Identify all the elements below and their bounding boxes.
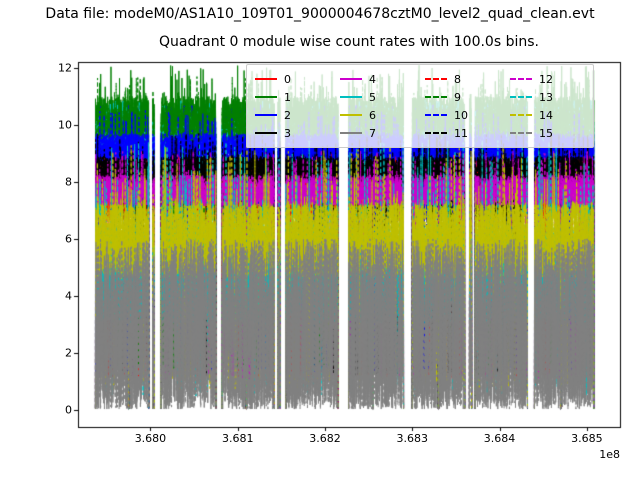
legend-entry-12: 12 [510, 70, 585, 88]
legend-entry-label: 11 [454, 126, 468, 140]
chart-title: Quadrant 0 module wise count rates with … [159, 34, 539, 50]
legend-entry-1: 1 [255, 88, 330, 106]
legend-entry-10: 10 [425, 106, 500, 124]
legend-entry-11: 11 [425, 124, 500, 142]
figure-suptitle: Data file: modeM0/AS1A10_109T01_90000046… [45, 6, 595, 22]
legend-entry-label: 7 [369, 126, 376, 140]
y-tick-label: 12 [58, 61, 72, 75]
legend-line-sample [340, 96, 362, 98]
legend-entry-3: 3 [255, 124, 330, 142]
legend-entry-label: 15 [539, 126, 553, 140]
x-tick-label: 3.684 [483, 432, 516, 445]
legend-line-sample [425, 114, 447, 116]
legend-entry-label: 12 [539, 72, 553, 86]
legend-line-sample [425, 78, 447, 80]
x-tick-label: 3.682 [309, 432, 341, 445]
legend-entry-label: 8 [454, 72, 461, 86]
legend-entry-13: 13 [510, 88, 585, 106]
legend-entry-15: 15 [510, 124, 585, 142]
legend-entry-7: 7 [340, 124, 415, 142]
legend-line-sample [255, 78, 277, 80]
y-tick-label: 0 [65, 403, 72, 417]
y-tick-label: 6 [65, 232, 72, 246]
legend-entry-0: 0 [255, 70, 330, 88]
legend-entry-9: 9 [425, 88, 500, 106]
y-tick-label: 8 [65, 175, 72, 189]
legend: 0 1 2 3 4 5 6 7 8 9 10 11 12 13 14 15 [246, 64, 594, 148]
legend-entry-4: 4 [340, 70, 415, 88]
legend-entry-label: 2 [284, 108, 291, 122]
legend-entry-14: 14 [510, 106, 585, 124]
legend-line-sample [510, 78, 532, 80]
legend-line-sample [510, 114, 532, 116]
legend-entry-8: 8 [425, 70, 500, 88]
legend-line-sample [510, 96, 532, 98]
legend-line-sample [340, 78, 362, 80]
legend-entry-label: 9 [454, 90, 461, 104]
legend-line-sample [255, 96, 277, 98]
legend-line-sample [340, 114, 362, 116]
legend-entry-label: 14 [539, 108, 553, 122]
legend-entry-label: 0 [284, 72, 291, 86]
legend-line-sample [425, 132, 447, 134]
legend-entry-label: 1 [284, 90, 291, 104]
legend-line-sample [510, 132, 532, 134]
legend-entry-label: 3 [284, 126, 291, 140]
x-tick-label: 3.685 [571, 432, 603, 445]
y-tick-label: 4 [65, 289, 72, 303]
legend-entry-5: 5 [340, 88, 415, 106]
legend-entry-2: 2 [255, 106, 330, 124]
x-tick-label: 3.683 [396, 432, 429, 445]
legend-line-sample [255, 132, 277, 134]
x-tick-label: 3.681 [221, 432, 254, 445]
legend-entry-label: 4 [369, 72, 376, 86]
legend-line-sample [425, 96, 447, 98]
legend-entry-label: 5 [369, 90, 376, 104]
legend-entry-label: 10 [454, 108, 468, 122]
legend-entry-6: 6 [340, 106, 415, 124]
x-tick-label: 3.680 [134, 432, 167, 445]
y-tick-label: 10 [58, 118, 72, 132]
legend-entry-label: 13 [539, 90, 553, 104]
legend-line-sample [255, 114, 277, 116]
legend-line-sample [340, 132, 362, 134]
x-axis-offset-label: 1e8 [599, 448, 620, 461]
y-tick-label: 2 [65, 346, 72, 360]
legend-entry-label: 6 [369, 108, 376, 122]
